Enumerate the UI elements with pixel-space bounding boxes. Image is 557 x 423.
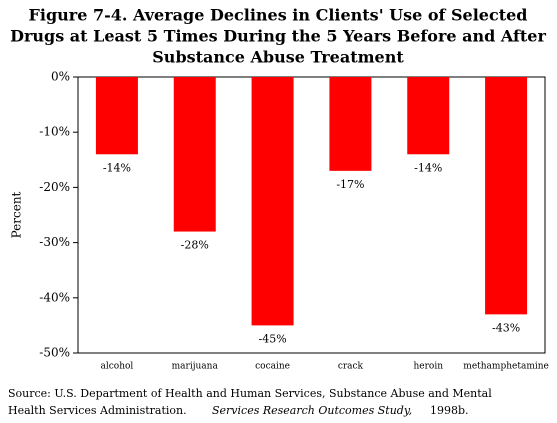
y-tick-label: -20% <box>39 180 70 194</box>
x-tick-label: crack <box>338 362 364 372</box>
source: Source: U.S. Department of Health and Hu… <box>8 387 492 400</box>
y-tick-label: 0% <box>51 70 70 84</box>
bar <box>485 77 528 315</box>
y-tick-label: -30% <box>39 235 70 249</box>
x-tick-label: heroin <box>413 362 443 372</box>
y-tick-label: -10% <box>39 125 70 139</box>
value-label: -43% <box>492 321 520 334</box>
x-tick-label: cocaine <box>255 362 290 372</box>
bar <box>173 77 216 232</box>
source: Health Services Administration. <box>8 404 187 417</box>
bar <box>407 77 450 155</box>
chart-title: Drugs at Least 5 Times During the 5 Year… <box>10 27 546 46</box>
y-tick-label: -50% <box>39 346 70 360</box>
x-tick-label: alcohol <box>101 362 134 372</box>
bar <box>251 77 294 326</box>
chart-title: Figure 7-4. Average Declines in Clients'… <box>29 6 528 25</box>
x-tick-label: methamphetamine <box>463 362 549 372</box>
source-year: 1998b. <box>430 404 469 417</box>
bar <box>95 77 138 155</box>
value-label: -28% <box>181 239 209 252</box>
value-label: -17% <box>336 178 364 191</box>
chart-title: Substance Abuse Treatment <box>152 48 404 67</box>
value-label: -14% <box>103 161 131 174</box>
y-tick-label: -40% <box>39 290 70 304</box>
bar <box>329 77 372 171</box>
x-tick-label: marijuana <box>172 362 219 372</box>
value-label: -45% <box>258 332 286 345</box>
y-axis-label: Percent <box>10 191 24 238</box>
source-title: Services Research Outcomes Study, <box>212 404 412 417</box>
plot-frame <box>77 76 546 354</box>
value-label: -14% <box>414 161 442 174</box>
